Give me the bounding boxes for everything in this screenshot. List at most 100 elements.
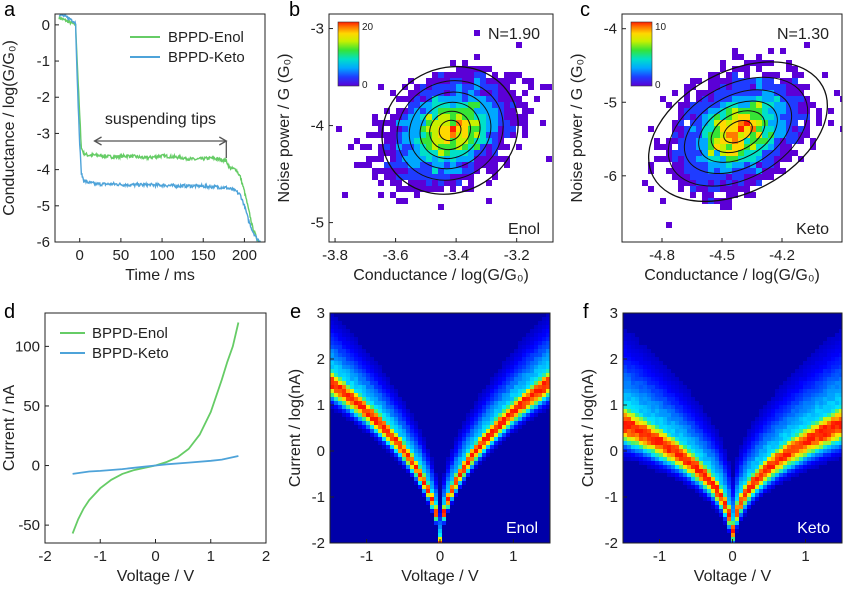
density-cell-f <box>799 465 803 469</box>
density-cell-e <box>470 409 474 413</box>
histogram-cell-b <box>486 114 492 120</box>
density-cell-f <box>823 457 827 461</box>
density-cell-e <box>546 345 550 349</box>
histogram-cell-c <box>756 126 762 132</box>
density-cell-f <box>695 433 699 437</box>
density-cell-f <box>835 417 839 421</box>
histogram-cell-b <box>408 132 414 138</box>
density-cell-e <box>546 377 550 381</box>
histogram-cell-b <box>492 108 498 114</box>
histogram-cell-b <box>408 102 414 108</box>
density-cell-e <box>526 413 530 417</box>
density-cell-f <box>659 453 663 457</box>
histogram-cell-c <box>708 180 714 186</box>
density-cell-f <box>779 389 783 393</box>
density-cell-e <box>330 345 334 349</box>
density-cell-e <box>470 437 474 441</box>
density-cell-f <box>831 385 835 389</box>
density-cell-f <box>771 425 775 429</box>
density-cell-f <box>823 433 827 437</box>
density-cell-e <box>410 417 414 421</box>
density-cell-e <box>338 353 342 357</box>
histogram-cell-b <box>468 90 474 96</box>
density-cell-e <box>434 477 438 481</box>
density-cell-f <box>795 373 799 377</box>
density-cell-f <box>647 457 651 461</box>
histogram-cell-c <box>720 168 726 174</box>
density-cell-f <box>659 381 663 385</box>
density-cell-e <box>402 433 406 437</box>
density-cell-f <box>783 413 787 417</box>
density-cell-f <box>679 473 683 477</box>
density-cell-e <box>454 437 458 441</box>
histogram-cell-c <box>738 102 744 108</box>
histogram-cell-c <box>774 168 780 174</box>
histogram-cell-b <box>408 186 414 192</box>
density-cell-f <box>643 373 647 377</box>
density-cell-f <box>751 493 755 497</box>
density-cell-e <box>350 417 354 421</box>
density-cell-e <box>538 381 542 385</box>
density-cell-f <box>659 445 663 449</box>
density-cell-f <box>739 445 743 449</box>
histogram-cell-b <box>360 144 366 150</box>
histogram-cell-c <box>744 186 750 192</box>
density-cell-f <box>651 369 655 373</box>
contour-ellipse-c <box>683 89 793 175</box>
density-cell-e <box>394 409 398 413</box>
density-cell-e <box>402 461 406 465</box>
x-tick-label-f: 0 <box>728 548 736 565</box>
histogram-cell-c <box>720 126 726 132</box>
histogram-cell-b <box>474 126 480 132</box>
histogram-cell-b <box>486 132 492 138</box>
histogram-cell-b <box>384 138 390 144</box>
histogram-cell-c <box>726 198 732 204</box>
density-cell-f <box>655 465 659 469</box>
density-cell-f <box>695 429 699 433</box>
histogram-cell-c <box>738 144 744 150</box>
density-cell-e <box>362 413 366 417</box>
density-cell-f <box>627 373 631 377</box>
density-cell-f <box>627 357 631 361</box>
density-cell-e <box>350 369 354 373</box>
density-cell-f <box>819 385 823 389</box>
density-cell-f <box>643 397 647 401</box>
histogram-cell-b <box>384 150 390 156</box>
density-cell-f <box>827 453 831 457</box>
density-cell-f <box>627 385 631 389</box>
density-cell-f <box>667 441 671 445</box>
density-cell-f <box>783 409 787 413</box>
density-cell-f <box>815 453 819 457</box>
density-cell-f <box>787 409 791 413</box>
density-cell-e <box>534 401 538 405</box>
density-cell-f <box>823 341 827 345</box>
histogram-cell-b <box>450 72 456 78</box>
histogram-cell-b <box>468 108 474 114</box>
density-cell-f <box>663 389 667 393</box>
density-cell-f <box>711 473 715 477</box>
histogram-cell-b <box>456 156 462 162</box>
density-cell-f <box>627 421 631 425</box>
histogram-cell-b <box>474 156 480 162</box>
density-cell-f <box>691 445 695 449</box>
density-cell-f <box>727 481 731 485</box>
density-cell-f <box>623 429 627 433</box>
density-cell-f <box>691 413 695 417</box>
density-cell-e <box>466 433 470 437</box>
density-cell-f <box>791 433 795 437</box>
density-cell-f <box>671 417 675 421</box>
y-tick-label-f: 0 <box>610 443 618 460</box>
density-cell-e <box>546 337 550 341</box>
density-cell-f <box>827 377 831 381</box>
density-cell-f <box>707 485 711 489</box>
density-cell-f <box>659 409 663 413</box>
density-cell-f <box>779 461 783 465</box>
density-cell-f <box>703 465 707 469</box>
density-cell-f <box>635 353 639 357</box>
density-cell-e <box>490 425 494 429</box>
density-cell-f <box>651 453 655 457</box>
density-cell-f <box>739 473 743 477</box>
density-cell-e <box>458 429 462 433</box>
histogram-cell-b <box>450 84 456 90</box>
density-cell-e <box>362 397 366 401</box>
